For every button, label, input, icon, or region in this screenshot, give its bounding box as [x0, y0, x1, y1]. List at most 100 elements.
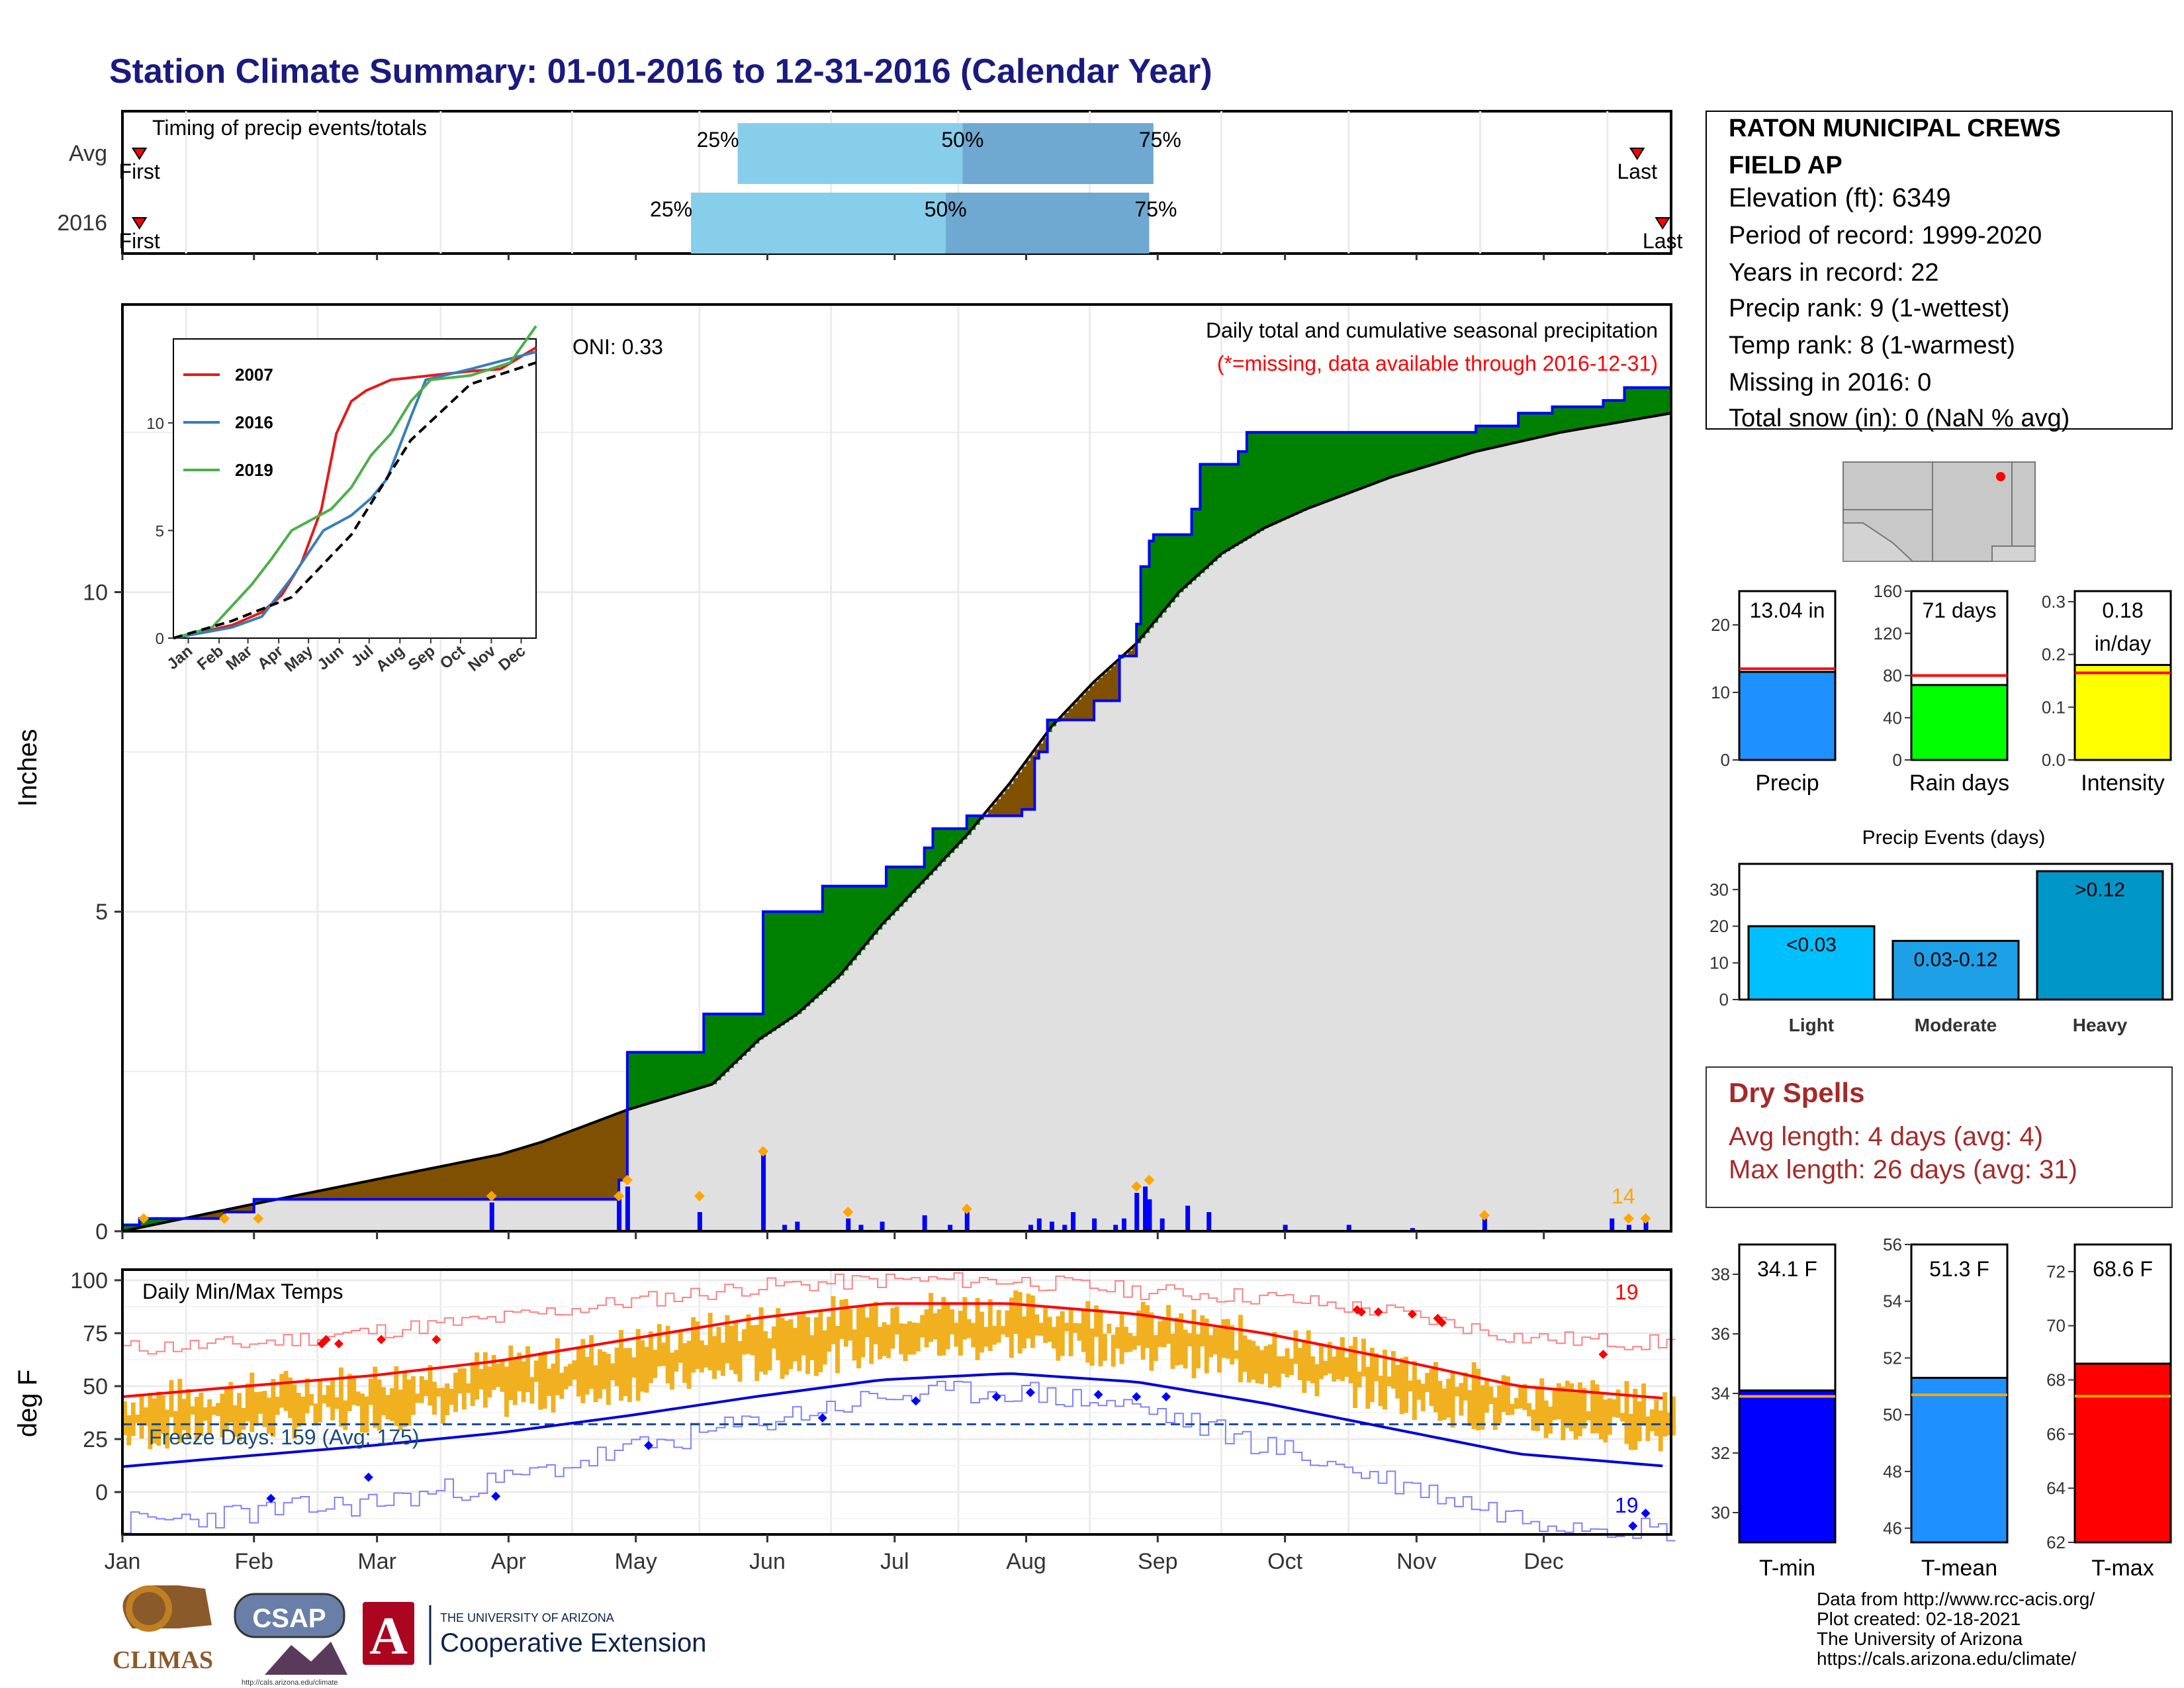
daily-temp-bar — [1068, 1308, 1073, 1356]
daily-temp-bar — [835, 1325, 840, 1374]
daily-temp-bar — [1527, 1403, 1531, 1417]
daily-temp-bar — [691, 1317, 696, 1373]
above-avg-fill — [1200, 464, 1205, 573]
daily-temp-bar — [533, 1360, 539, 1382]
above-avg-fill — [1480, 426, 1485, 451]
csap-logo: CSAP http://cals.arizona.edu/climate — [234, 1593, 347, 1687]
extreme-precip-marker — [614, 1190, 625, 1201]
dry-spells-title: Dry Spells — [1729, 1077, 1864, 1108]
timing-quartile-label: 25% — [697, 128, 739, 152]
above-avg-fill — [1412, 432, 1417, 471]
daily-temp-bar — [253, 1391, 259, 1426]
above-avg-fill — [1357, 432, 1362, 490]
oni-label: ONI: 0.33 — [572, 335, 663, 359]
above-avg-fill — [1649, 387, 1655, 417]
below-avg-fill — [1022, 767, 1027, 810]
above-avg-fill — [827, 886, 832, 988]
above-avg-fill — [1285, 432, 1290, 519]
below-avg-fill — [1043, 737, 1048, 752]
daily-temp-bar — [385, 1395, 390, 1420]
extreme-precip-marker — [1640, 1213, 1651, 1224]
inset-series-avg — [173, 361, 537, 639]
mini-temp-tick-label: 46 — [1883, 1519, 1902, 1538]
daily-temp-bar — [1471, 1362, 1477, 1429]
daily-temp-bar — [1085, 1301, 1091, 1363]
daily-temp-bar — [500, 1360, 505, 1392]
above-avg-fill — [1433, 432, 1438, 465]
daily-precip-bar — [1062, 1225, 1068, 1231]
daily-temp-bar — [1179, 1313, 1184, 1365]
below-avg-fill — [1030, 755, 1035, 810]
mini-precip-bar-rain-days — [1910, 684, 2009, 761]
daily-temp-bar — [1230, 1325, 1235, 1365]
precip-event-bar-label: <0.03 — [1786, 934, 1837, 956]
avg-tmax-line — [122, 1302, 1663, 1400]
daily-temp-bar — [347, 1374, 352, 1411]
below-avg-fill — [1081, 694, 1086, 720]
above-avg-fill — [627, 1052, 632, 1110]
above-avg-fill — [1450, 432, 1455, 459]
temp-panel-frame — [121, 1268, 1672, 1536]
above-avg-fill — [1259, 432, 1265, 531]
daily-temp-bar — [1242, 1335, 1248, 1372]
above-avg-fill — [1666, 387, 1672, 414]
daily-temp-bar — [720, 1342, 725, 1376]
mini-precip-tick-label: 40 — [1883, 708, 1902, 727]
daily-temp-bar — [1624, 1381, 1629, 1444]
daily-temp-bar — [678, 1332, 683, 1363]
below-avg-fill — [436, 1167, 441, 1199]
daily-temp-bar — [754, 1325, 760, 1382]
daily-temp-bar — [1437, 1380, 1443, 1421]
below-avg-fill — [457, 1163, 463, 1199]
timing-bar-q25-q50 — [737, 123, 963, 184]
daily-temp-bar — [1060, 1311, 1065, 1356]
daily-temp-bar — [1183, 1329, 1188, 1369]
below-avg-fill — [1034, 749, 1040, 759]
below-avg-fill — [440, 1166, 445, 1199]
below-avg-fill — [1085, 690, 1091, 720]
mini-precip-value: 0.18 — [2102, 598, 2143, 622]
daily-temp-bar — [1492, 1397, 1498, 1430]
below-avg-fill — [1009, 784, 1014, 816]
daily-temp-bar — [1128, 1333, 1133, 1352]
daily-temp-bar — [1195, 1334, 1201, 1369]
above-avg-fill — [801, 912, 806, 1010]
mini-precip-value: 71 days — [1922, 598, 1996, 622]
extreme-precip-marker — [1144, 1174, 1155, 1186]
daily-temp-bar — [1649, 1409, 1655, 1432]
daily-temp-bar — [750, 1325, 755, 1356]
temp-count-max: 19 — [1615, 1280, 1639, 1304]
daily-temp-bar — [203, 1407, 208, 1421]
below-avg-fill — [1102, 674, 1107, 701]
above-avg-fill — [856, 886, 862, 955]
daily-temp-bar — [563, 1366, 569, 1389]
dry-spells-box: Dry Spells Avg length: 4 days (avg: 4) M… — [1706, 1066, 2173, 1208]
daily-temp-bar — [936, 1309, 942, 1356]
above-avg-fill — [1459, 432, 1464, 457]
month-label-mar: Mar — [357, 1549, 396, 1574]
daily-temp-bar — [899, 1323, 904, 1354]
daily-temp-bar — [920, 1315, 925, 1338]
daily-precip-bar — [1206, 1212, 1212, 1231]
station-years: Years in record: 22 — [1729, 259, 1939, 287]
below-avg-fill — [563, 1133, 569, 1199]
daily-temp-bar — [1302, 1340, 1307, 1393]
daily-temp-bar — [1013, 1290, 1019, 1335]
above-avg-fill — [742, 1013, 747, 1056]
above-avg-fill — [839, 886, 844, 976]
month-label-may: May — [615, 1549, 657, 1574]
daily-temp-bar — [619, 1330, 623, 1401]
credit-university: The University of Arizona — [1817, 1628, 2023, 1649]
above-avg-fill — [1238, 451, 1244, 544]
month-label-apr: Apr — [491, 1549, 526, 1574]
daily-temp-bar — [954, 1323, 959, 1347]
above-avg-fill — [1628, 387, 1633, 421]
mini-temp-tick-label: 36 — [1711, 1324, 1730, 1344]
below-avg-fill — [338, 1187, 343, 1199]
above-avg-fill — [1658, 387, 1663, 416]
below-avg-fill — [241, 1206, 246, 1213]
station-precip-rank: Precip rank: 9 (1-wettest) — [1729, 295, 2009, 322]
daily-temp-bar — [296, 1393, 301, 1427]
daily-temp-bar — [1336, 1348, 1341, 1380]
daily-temp-bar — [1030, 1295, 1035, 1348]
